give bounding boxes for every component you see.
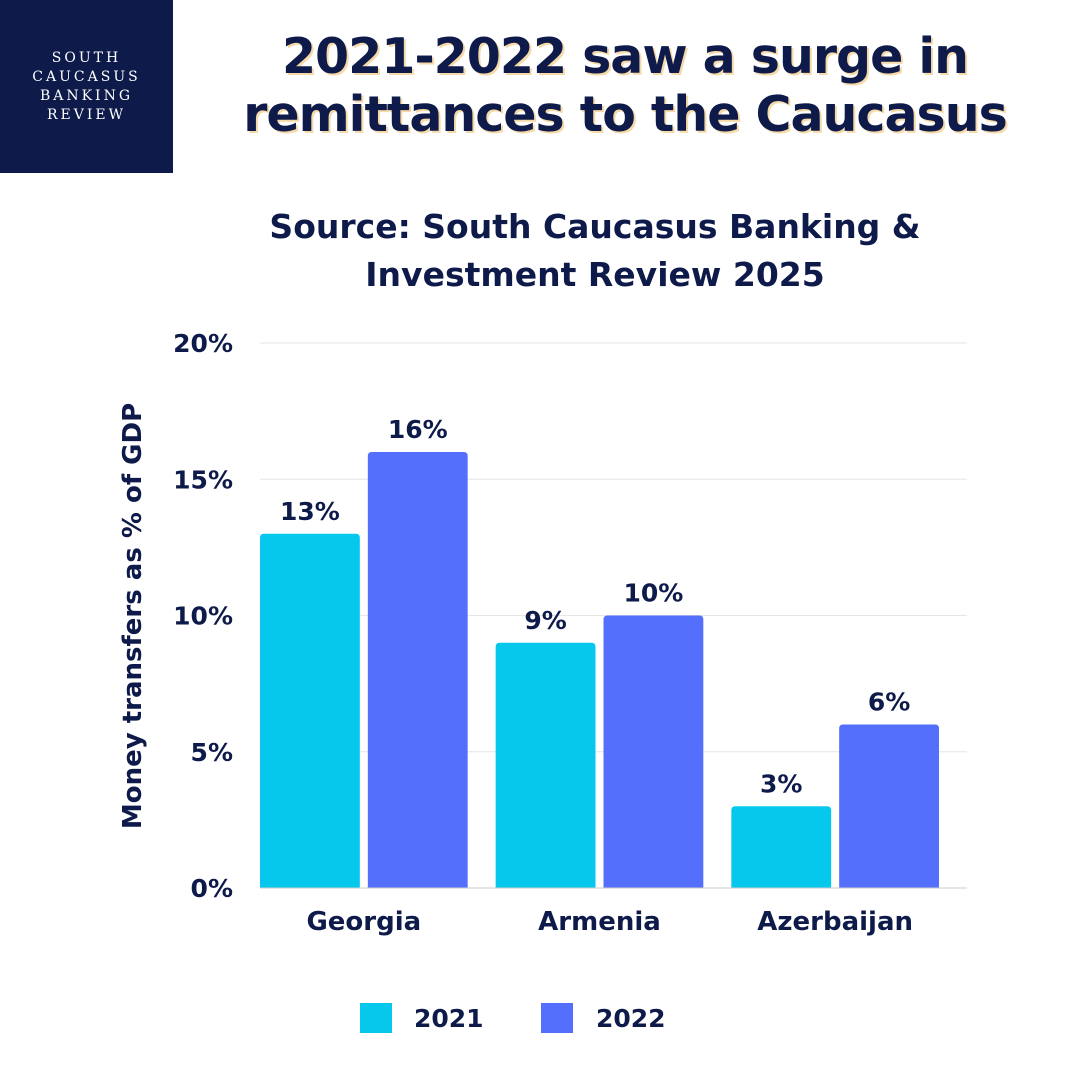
bar-armenia-2022 [603, 615, 704, 888]
y-axis-label: Money transfers as % of GDP [118, 403, 148, 829]
axis-layer: 0% 5% 10% 15% 20% Georgia Armenia Azerbaijan Mon… [118, 329, 967, 937]
bar-armenia-2021 [495, 642, 596, 888]
logo-line: CAUCASUS [32, 68, 141, 85]
chart-subtitle: Source: South Caucasus Banking & Investm… [269, 207, 921, 294]
y-tick-label: 15% [173, 465, 233, 494]
x-tick-label: Armenia [538, 907, 661, 937]
legend-label: 2022 [596, 1004, 666, 1033]
logo-line: REVIEW [46, 106, 126, 123]
bar-georgia-2021 [260, 533, 360, 888]
legend: 2021 2022 [360, 1003, 666, 1033]
x-tick-label: Georgia [306, 907, 421, 937]
data-label: 10% [623, 579, 683, 608]
y-tick-label: 0% [191, 874, 233, 903]
bar-georgia-2022 [367, 452, 468, 888]
label-layer: 13% 16% 9% 10% 3% 6% [280, 415, 910, 798]
data-label: 3% [760, 769, 802, 798]
data-label: 13% [280, 497, 340, 526]
bar-azerbaijan-2022 [839, 724, 939, 888]
legend-swatch-2022 [541, 1003, 573, 1033]
x-tick-label: Azerbaijan [757, 907, 913, 937]
data-label: 9% [524, 606, 566, 635]
y-tick-label: 5% [191, 738, 233, 767]
bar-layer [260, 452, 939, 888]
y-tick-label: 20% [173, 329, 233, 358]
data-label: 16% [388, 415, 448, 444]
legend-label: 2021 [414, 1004, 484, 1033]
legend-swatch-2021 [360, 1003, 392, 1033]
logo-line: BANKING [39, 87, 134, 104]
logo-line: SOUTH [51, 49, 122, 66]
data-label: 6% [868, 688, 910, 717]
logo: SOUTH CAUCASUS BANKING REVIEW [0, 0, 173, 173]
page-title: 2021-2022 saw a surge in remittances to … [243, 28, 1008, 143]
bar-azerbaijan-2021 [731, 806, 832, 888]
y-tick-label: 10% [173, 602, 233, 631]
